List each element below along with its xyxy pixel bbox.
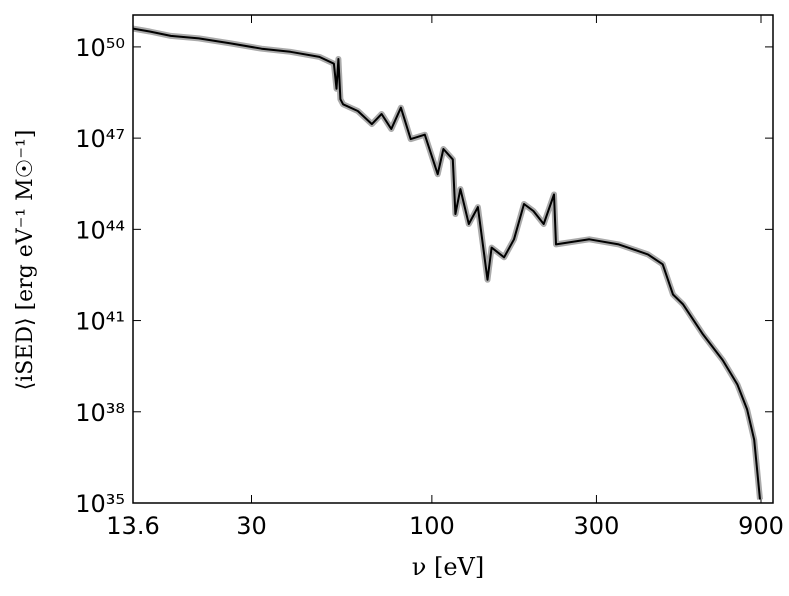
y-tick-label: 10³⁵ <box>75 490 125 518</box>
y-tick-label: 10⁴⁴ <box>75 216 125 244</box>
x-axis-label: ν [eV] <box>412 553 484 581</box>
y-axis-label: ⟨iSED⟩ [erg eV⁻¹ M☉⁻¹] <box>13 130 38 391</box>
y-tick-label: 10⁴¹ <box>75 308 125 336</box>
x-tick-label: 300 <box>574 512 620 540</box>
line <box>133 27 761 500</box>
x-tick-label: 30 <box>236 512 267 540</box>
x-tick-label: 13.6 <box>106 512 159 540</box>
x-tick-label: 900 <box>738 512 784 540</box>
y-tick-label: 10³⁸ <box>75 399 125 427</box>
uncertainty-band <box>133 25 763 500</box>
x-tick-label: 100 <box>409 512 455 540</box>
plot-frame <box>132 14 774 504</box>
y-tick-label: 10⁵⁰ <box>75 34 125 62</box>
y-tick-label: 10⁴⁷ <box>75 125 125 153</box>
